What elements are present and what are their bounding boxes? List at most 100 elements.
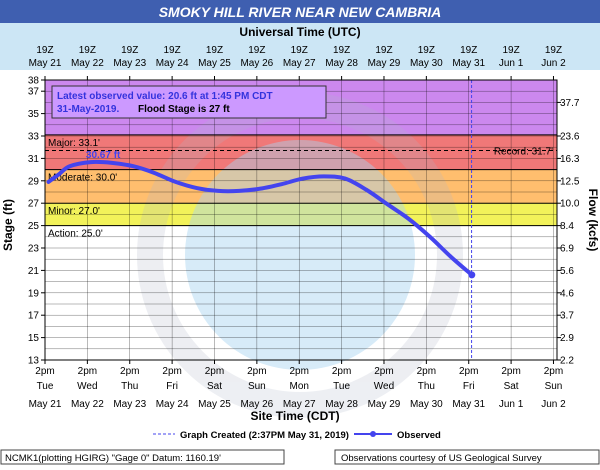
plot-frame — [44, 79, 558, 361]
bottom-axis-ticks: 2pm Tue May 21 2pm Wed May 22 2pm Thu May 23 2pm F… — [29, 360, 566, 410]
top-tick-time: 19Z — [121, 45, 138, 56]
y-axis-label-right: Flow (kcfs) — [586, 189, 600, 252]
info-box-date: 31-May-2019. — [57, 104, 119, 115]
record-label: Record: 31.7' — [494, 147, 553, 158]
info-box-line1: Latest observed value: 20.6 ft at 1:45 P… — [57, 91, 273, 102]
stage-label-moderate: Moderate: 30.0' — [48, 173, 117, 184]
bottom-tick-day: Sun — [545, 381, 563, 392]
left-tick-label: 17 — [28, 311, 40, 322]
bottom-tick-day: Wed — [374, 381, 394, 392]
bottom-tick-day: Sat — [504, 381, 519, 392]
left-tick-label: 27 — [28, 199, 40, 210]
right-tick-label: 37.7 — [560, 98, 580, 109]
bottom-tick-date: May 31 — [452, 399, 485, 410]
right-tick-label: 12.5 — [560, 176, 580, 187]
bottom-tick-date: May 26 — [240, 399, 273, 410]
bottom-tick-time: 2pm — [205, 366, 224, 377]
bottom-tick-time: 2pm — [332, 366, 351, 377]
top-tick-date: Jun 1 — [499, 58, 524, 69]
top-tick-date: May 29 — [368, 58, 401, 69]
top-tick-time: 19Z — [375, 45, 392, 56]
bottom-tick-date: May 29 — [368, 399, 401, 410]
legend-created-label: Graph Created (2:37PM May 31, 2019) — [180, 430, 349, 441]
bottom-tick-day: Sun — [248, 381, 266, 392]
bottom-tick-time: 2pm — [374, 366, 393, 377]
right-tick-label: 5.6 — [560, 266, 574, 277]
bottom-tick-day: Thu — [418, 381, 435, 392]
right-tick-label: 2.2 — [560, 356, 574, 367]
right-tick-label: 4.6 — [560, 288, 574, 299]
info-box: Latest observed value: 20.6 ft at 1:45 P… — [51, 85, 327, 119]
top-tick-time: 19Z — [164, 45, 181, 56]
top-tick-time: 19Z — [333, 45, 350, 56]
bottom-tick-date: May 27 — [283, 399, 316, 410]
bottom-tick-day: Mon — [290, 381, 309, 392]
stage-label-major: Major: 33.1' — [48, 138, 100, 149]
title-bar — [0, 0, 600, 23]
right-axis-ticks: 37.7 23.6 16.3 12.5 10.0 8.4 6.9 5.6 4.6 3.7 2.9 2.… — [557, 98, 580, 367]
bottom-tick-date: May 23 — [113, 399, 146, 410]
right-tick-label: 10.0 — [560, 199, 580, 210]
right-tick-label: 2.9 — [560, 333, 574, 344]
bottom-tick-time: 2pm — [544, 366, 563, 377]
bottom-tick-day: Fri — [166, 381, 178, 392]
top-tick-date: May 24 — [156, 58, 189, 69]
info-box-frame — [51, 85, 327, 119]
top-axis-label: Universal Time (UTC) — [239, 25, 360, 39]
peak-value-label: 30.67 ft — [86, 150, 121, 161]
legend: Graph Created (2:37PM May 31, 2019) Obse… — [153, 430, 441, 441]
left-tick-label: 38 — [28, 76, 40, 87]
top-tick-time: 19Z — [206, 45, 223, 56]
left-tick-label: 13 — [28, 356, 40, 367]
bottom-tick-time: 2pm — [35, 366, 54, 377]
top-tick-time: 19Z — [460, 45, 477, 56]
bottom-tick-time: 2pm — [162, 366, 181, 377]
right-tick-label: 16.3 — [560, 154, 580, 165]
bottom-tick-day: Tue — [37, 381, 54, 392]
top-tick-date: May 27 — [283, 58, 316, 69]
bottom-tick-time: 2pm — [78, 366, 97, 377]
left-tick-label: 23 — [28, 244, 40, 255]
top-tick-time: 19Z — [291, 45, 308, 56]
bottom-tick-day: Wed — [77, 381, 97, 392]
footer-left-box — [0, 449, 285, 465]
right-tick-label: 3.7 — [560, 311, 574, 322]
top-axis-ticks: 19Z May 21 19Z May 22 19Z May 23 19Z May 24 19Z M… — [29, 45, 566, 80]
top-tick-time: 19Z — [79, 45, 96, 56]
y-axis-label-left: Stage (ft) — [1, 199, 15, 251]
bottom-tick-date: Jun 2 — [541, 399, 566, 410]
bottom-tick-date: May 30 — [410, 399, 443, 410]
bottom-tick-date: May 24 — [156, 399, 189, 410]
right-tick-label: 6.9 — [560, 244, 574, 255]
footer-datum: NCMK1(plotting HGIRG) "Gage 0" Datum: 11… — [5, 453, 221, 464]
top-tick-date: May 25 — [198, 58, 231, 69]
left-tick-label: 33 — [28, 132, 40, 143]
left-tick-label: 31 — [28, 154, 40, 165]
footer-right-box — [334, 449, 600, 465]
top-tick-time: 19Z — [36, 45, 53, 56]
bottom-tick-time: 2pm — [417, 366, 436, 377]
top-tick-date: May 23 — [113, 58, 146, 69]
top-tick-time: 19Z — [545, 45, 562, 56]
latest-observation-marker — [468, 271, 476, 279]
top-axis-band — [0, 23, 600, 70]
bottom-tick-date: May 21 — [29, 399, 62, 410]
legend-observed-label: Observed — [397, 430, 441, 441]
footer: NCMK1(plotting HGIRG) "Gage 0" Datum: 11… — [0, 449, 600, 465]
top-tick-date: May 31 — [452, 58, 485, 69]
bottom-tick-time: 2pm — [290, 366, 309, 377]
info-box-flood-stage: Flood Stage is 27 ft — [138, 104, 230, 115]
top-tick-date: May 28 — [325, 58, 358, 69]
bottom-tick-day: Sat — [207, 381, 222, 392]
bottom-tick-time: 2pm — [247, 366, 266, 377]
right-tick-label: 8.4 — [560, 221, 574, 232]
top-tick-date: Jun 2 — [541, 58, 566, 69]
watermark-disc — [185, 140, 415, 370]
left-tick-label: 19 — [28, 288, 40, 299]
left-tick-label: 37 — [28, 87, 40, 98]
chart-title: SMOKY HILL RIVER NEAR NEW CAMBRIA — [159, 4, 442, 20]
top-tick-time: 19Z — [248, 45, 265, 56]
bottom-tick-day: Thu — [121, 381, 138, 392]
